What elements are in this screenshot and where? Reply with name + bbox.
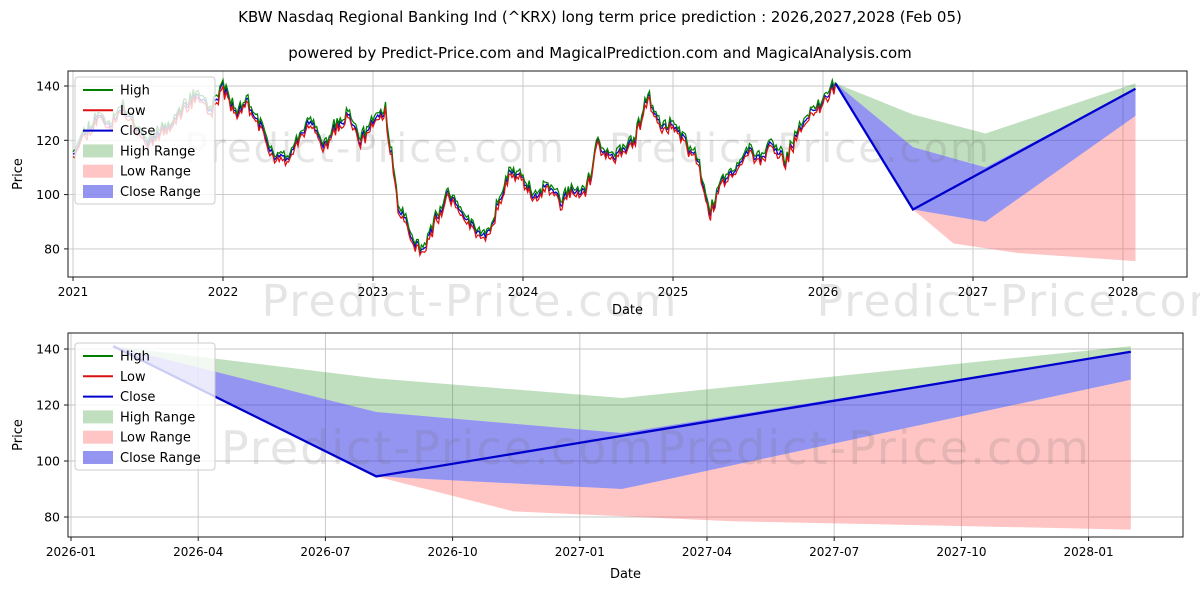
main-price-chart: Predict-Price.com Predict-Price.com Predic… xyxy=(11,70,1200,327)
y-tick-label: 120 xyxy=(36,398,60,413)
y-tick-label: 80 xyxy=(44,241,60,256)
prediction-zoom-chart-spines xyxy=(67,332,1184,538)
legend-label: Low Range xyxy=(120,165,191,180)
close-prediction-line xyxy=(834,82,1137,212)
x-tick-label: 2027-07 xyxy=(809,545,859,559)
x-tick-label: 2026-01 xyxy=(46,545,96,559)
watermark-text: Predict-Price.com xyxy=(262,276,679,327)
prediction-zoom-chart-legend: High Low Close High Range Low Range Close Ran… xyxy=(74,342,216,471)
close-range-band xyxy=(835,83,1136,222)
x-tick-label: 2021 xyxy=(58,285,89,299)
legend-swatch-patch xyxy=(83,451,113,464)
x-tick-label: 2027-04 xyxy=(682,545,732,559)
close-range-band xyxy=(113,346,1131,489)
prediction-zoom-chart-axis-ticks: 2026-01 2026-04 2026-07 2026-10 2027-01 2027-… xyxy=(36,342,1114,560)
watermark-text: Predict-Price.com xyxy=(817,276,1200,327)
low-range-band xyxy=(376,379,1131,530)
y-tick-label: 80 xyxy=(44,510,60,525)
prediction-zoom-chart: Predict-Price.com Predict-Price.com2026-0… xyxy=(11,332,1184,582)
x-tick-label: 2023 xyxy=(358,285,389,299)
y-tick-label: 140 xyxy=(36,342,60,357)
y-tick-label: 100 xyxy=(36,187,60,202)
watermark-text: Predict-Price.com xyxy=(657,421,1091,475)
legend-label: Low xyxy=(120,370,146,385)
x-tick-label: 2026-07 xyxy=(300,545,350,559)
legend-label: High Range xyxy=(120,144,195,159)
main-price-chart-bands xyxy=(835,83,1136,262)
x-tick-label: 2026-10 xyxy=(428,545,478,559)
legend-label: High xyxy=(120,350,150,365)
legend-swatch-patch xyxy=(83,144,113,158)
legend-label: High Range xyxy=(120,410,195,425)
watermark-text: Predict-Price.com xyxy=(609,126,991,172)
legend-swatch-patch xyxy=(83,430,113,444)
y-tick-label: 120 xyxy=(36,133,60,148)
prediction-zoom-chart-bands xyxy=(113,346,1131,530)
legend-label: High xyxy=(120,84,150,99)
x-tick-label: 2027 xyxy=(958,285,989,299)
legend-swatch-patch xyxy=(83,185,113,198)
y-tick-label: 100 xyxy=(36,454,60,469)
y-axis-label: Price xyxy=(11,419,26,451)
legend-label: Close Range xyxy=(120,451,201,466)
x-tick-label: 2022 xyxy=(208,285,239,299)
x-tick-label: 2025 xyxy=(658,285,689,299)
legend-label: Low xyxy=(120,104,146,119)
watermark-text: Predict-Price.com xyxy=(184,126,566,172)
x-axis-label: Date xyxy=(612,303,643,318)
x-tick-label: 2026 xyxy=(808,285,839,299)
y-axis-label: Price xyxy=(11,158,26,190)
chart-subtitle: powered by Predict-Price.com and Magical… xyxy=(288,44,912,62)
main-price-chart-legend: High Low Close High Range Low Range Close Ran… xyxy=(74,76,216,205)
low-range-band xyxy=(913,115,1136,262)
x-tick-label: 2028-01 xyxy=(1064,545,1114,559)
x-axis-label: Date xyxy=(610,567,641,582)
legend-label: Close xyxy=(120,124,155,139)
legend-label: Close Range xyxy=(120,185,201,200)
x-tick-label: 2024 xyxy=(508,285,539,299)
main-price-chart-spines xyxy=(67,70,1188,278)
x-tick-label: 2027-10 xyxy=(936,545,986,559)
x-tick-label: 2027-01 xyxy=(555,545,605,559)
legend-swatch-patch xyxy=(83,410,113,424)
high-range-band xyxy=(113,346,1131,433)
x-tick-label: 2028 xyxy=(1108,285,1139,299)
chart-title: KBW Nasdaq Regional Banking Ind (^KRX) l… xyxy=(238,8,962,26)
legend-label: Low Range xyxy=(120,431,191,446)
x-tick-label: 2026-04 xyxy=(173,545,223,559)
y-tick-label: 140 xyxy=(36,79,60,94)
main-price-chart-axis-ticks: 2021 2022 2023 2024 2025 2026 2027 2028 80 100 120… xyxy=(36,79,1138,300)
high-range-band xyxy=(835,83,1136,168)
legend-swatch-patch xyxy=(83,164,113,178)
legend-label: Close xyxy=(120,390,155,405)
